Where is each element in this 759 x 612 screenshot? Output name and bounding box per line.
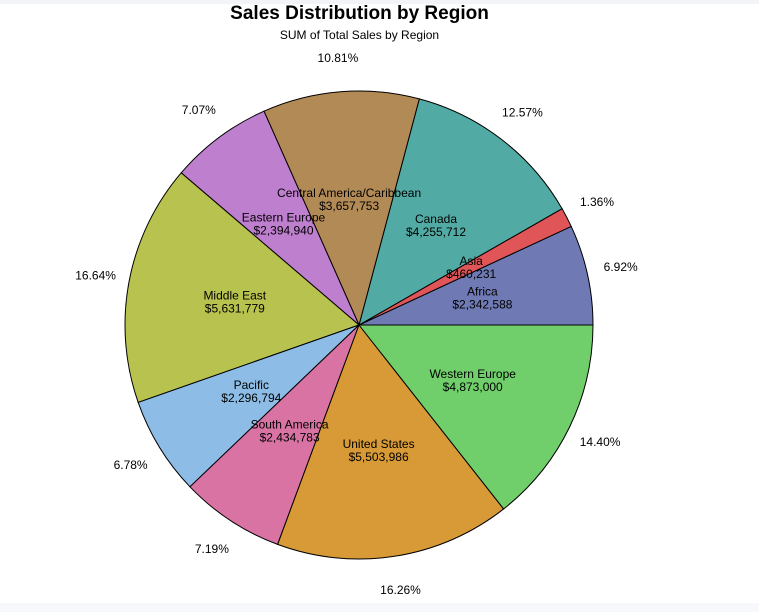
percent-label-central-america-caribbean: 10.81% [318, 51, 359, 65]
bottom-strip [0, 603, 759, 612]
percent-label-eastern-europe: 7.07% [182, 103, 216, 117]
slice-value: $2,394,940 [253, 224, 313, 238]
slice-name: Africa [467, 285, 498, 299]
slice-label-eastern-europe: Eastern Europe $2,394,940 [242, 211, 326, 238]
slice-label-middle-east: Middle East $5,631,779 [203, 289, 266, 316]
slice-value: $5,631,779 [205, 302, 265, 316]
slice-value: $2,342,588 [452, 298, 512, 312]
slice-value: $2,434,783 [260, 431, 320, 445]
top-strip [0, 0, 759, 4]
slice-name: Eastern Europe [242, 211, 326, 225]
pie-slice-central-america-caribbean [263, 90, 420, 327]
slice-label-western-europe: Western Europe $4,873,000 [429, 367, 516, 394]
slice-name: United States [343, 437, 415, 451]
slice-name: Middle East [203, 289, 266, 303]
pie-slice-western-europe [357, 324, 594, 510]
percent-label-canada: 12.57% [502, 106, 543, 120]
slice-name: Canada [415, 212, 457, 226]
pie-slice-canada [358, 98, 563, 327]
slice-name: Western Europe [429, 367, 516, 381]
slice-name: South America [251, 418, 329, 432]
pie-slice-eastern-europe [180, 110, 360, 326]
slice-label-pacific: Pacific $2,296,794 [221, 378, 281, 405]
percent-label-middle-east: 16.64% [75, 269, 116, 283]
slice-label-central-america-caribbean: Central America/Caribbean $3,657,753 [277, 186, 421, 213]
percent-label-south-america: 7.19% [195, 542, 229, 556]
slice-label-canada: Canada $4,255,712 [406, 212, 466, 239]
percent-label-pacific: 6.78% [114, 458, 148, 472]
slice-value: $4,255,712 [406, 225, 466, 239]
slice-name: Central America/Caribbean [277, 186, 421, 200]
slice-label-asia: Asia $460,231 [446, 254, 496, 281]
slice-value: $460,231 [446, 267, 496, 281]
percent-label-western-europe: 14.40% [580, 435, 621, 449]
slice-value: $5,503,986 [349, 450, 409, 464]
slice-value: $4,873,000 [443, 380, 503, 394]
percent-label-africa: 6.92% [604, 260, 638, 274]
slice-value: $2,296,794 [221, 391, 281, 405]
slice-label-united-states: United States $5,503,986 [343, 437, 415, 464]
percent-label-asia: 1.36% [580, 195, 614, 209]
slice-label-south-america: South America $2,434,783 [251, 418, 329, 445]
percent-label-united-states: 16.26% [380, 583, 421, 597]
slice-name: Pacific [234, 378, 269, 392]
slice-label-africa: Africa $2,342,588 [452, 285, 512, 312]
chart-subtitle: SUM of Total Sales by Region [279, 28, 440, 42]
pie-slice-south-america [189, 324, 360, 546]
slice-name: Asia [460, 254, 484, 268]
chart-title: Sales Distribution by Region [230, 3, 489, 24]
pie-slice-united-states [276, 323, 505, 560]
slice-value: $3,657,753 [319, 199, 379, 213]
